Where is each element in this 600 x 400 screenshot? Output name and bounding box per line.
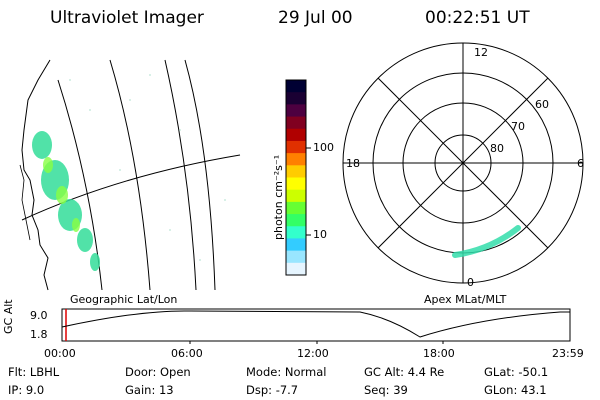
mlt-label-0: 0 xyxy=(467,276,474,289)
altitude-xtick: 06:00 xyxy=(171,347,203,360)
colorbar-segment xyxy=(286,226,306,239)
info-dsp: Dsp: -7.7 xyxy=(246,383,299,397)
aurora-speckle xyxy=(69,74,226,261)
colorbar-segment xyxy=(286,104,306,118)
colorbar-segment xyxy=(286,165,306,178)
colorbar-segment xyxy=(286,92,306,105)
colorbar-segment xyxy=(286,201,306,215)
lat-label-60: 60 xyxy=(535,98,549,111)
info-flt: Flt: LBHL xyxy=(8,365,60,379)
mlt-label-18: 18 xyxy=(346,157,360,170)
meridian-line xyxy=(184,59,216,291)
info-glon: GLon: 43.1 xyxy=(484,383,547,397)
colorbar-segment xyxy=(286,189,306,203)
mlt-label-12: 12 xyxy=(474,46,488,59)
parallel-line xyxy=(21,154,241,221)
colorbar-segment xyxy=(286,250,306,264)
colorbar-tick-10: 10 xyxy=(313,228,327,241)
aurora-emission xyxy=(32,131,100,271)
info-door: Door: Open xyxy=(125,365,191,379)
colorbar-segment xyxy=(286,80,306,93)
colorbar-segment xyxy=(286,116,306,130)
info-gain: Gain: 13 xyxy=(125,383,174,397)
info-gc-alt: GC Alt: 4.4 Re xyxy=(364,365,445,379)
colorbar-segment xyxy=(286,177,306,191)
apex-label: Apex MLat/MLT xyxy=(424,293,507,306)
altitude-ytick-1-8: 1.8 xyxy=(30,328,48,341)
altitude-xtick: 18:00 xyxy=(423,347,455,360)
altitude-xtick: 00:00 xyxy=(44,347,76,360)
coastline xyxy=(21,59,51,291)
altitude-curve xyxy=(61,310,570,338)
colorbar-segment xyxy=(286,140,306,154)
colorbar-segment xyxy=(286,214,306,227)
coastline-inner xyxy=(19,164,31,241)
mlt-label-6: 6 xyxy=(577,157,584,170)
info-mode: Mode: Normal xyxy=(246,365,327,379)
colorbar-segment xyxy=(286,153,306,166)
altitude-xtick: 23:59 xyxy=(552,347,584,360)
info-ip: IP: 9.0 xyxy=(8,383,45,397)
colorbar-tick-100: 100 xyxy=(313,141,334,154)
page-title: Ultraviolet Imager xyxy=(50,8,204,28)
observation-date: 29 Jul 00 xyxy=(278,8,353,28)
geographic-label: Geographic Lat/Lon xyxy=(70,293,178,306)
meridian-line xyxy=(164,59,197,291)
meridian-line xyxy=(109,59,151,291)
colorbar-segment xyxy=(286,238,306,252)
observation-time: 00:22:51 UT xyxy=(425,8,530,28)
lat-label-80: 80 xyxy=(490,142,504,155)
aurora-emission-core xyxy=(43,157,80,232)
colorbar-segment xyxy=(286,262,306,276)
altitude-ytick-9: 9.0 xyxy=(30,309,48,322)
altitude-xtick: 12:00 xyxy=(297,347,329,360)
lat-label-70: 70 xyxy=(511,120,525,133)
info-seq: Seq: 39 xyxy=(364,383,408,397)
altitude-ylabel: GC Alt xyxy=(2,299,15,334)
auroral-oval xyxy=(452,225,521,258)
info-glat: GLat: -50.1 xyxy=(484,365,549,379)
colorbar-segment xyxy=(286,128,306,142)
